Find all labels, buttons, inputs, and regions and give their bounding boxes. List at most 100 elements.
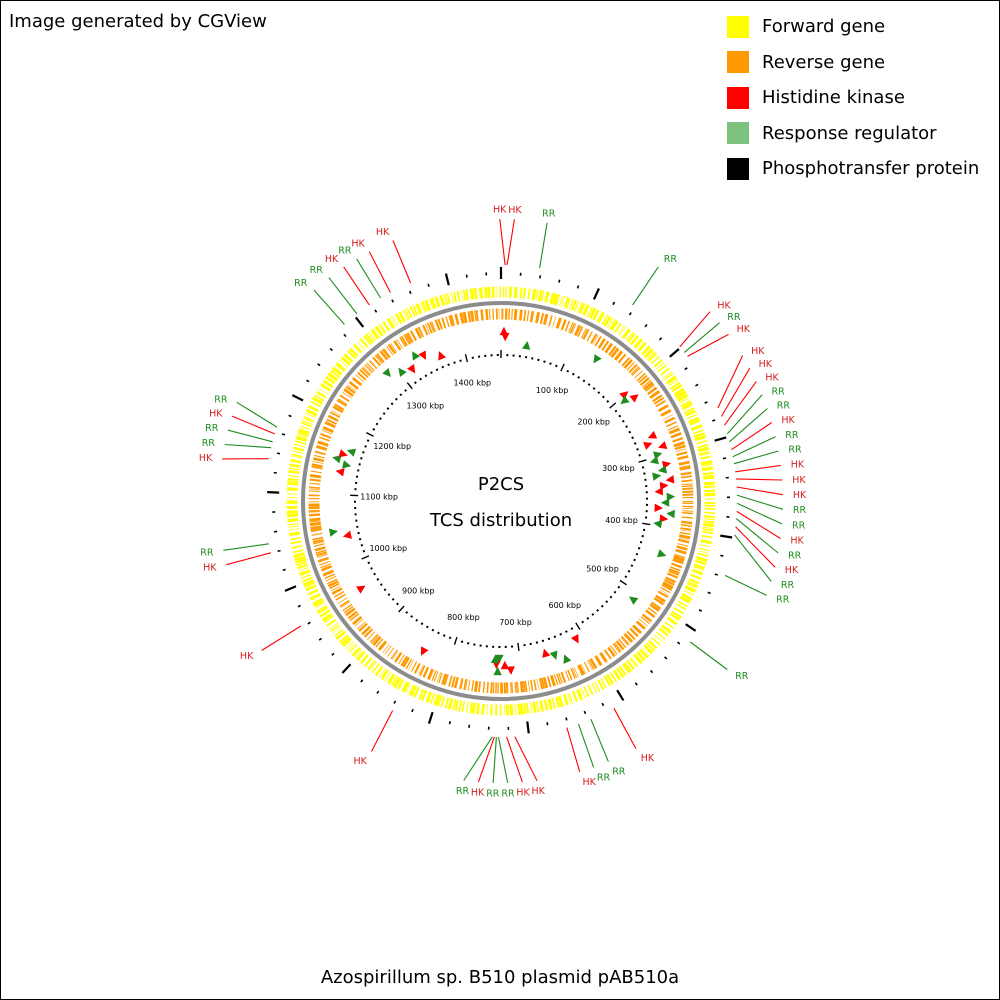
plasmid-name: Azospirillum sp. B510 plasmid pAB510a (320, 967, 680, 988)
reverse-gene-block (653, 597, 665, 606)
reverse-gene-block (343, 388, 354, 397)
reverse-gene-block (635, 620, 646, 630)
label-leader-line (689, 641, 728, 670)
reverse-gene-block (394, 651, 403, 663)
reverse-gene-block (320, 432, 332, 439)
forward-gene-block (359, 654, 369, 665)
response-regulator-marker (328, 528, 338, 537)
response-regulator-marker (493, 666, 502, 676)
forward-gene-block (297, 432, 309, 438)
label-leader-line (736, 502, 783, 525)
forward-gene-block (375, 665, 384, 677)
forward-gene-block (603, 315, 612, 327)
forward-gene-block (331, 366, 343, 376)
forward-gene-block (618, 665, 627, 677)
label-leader-line (731, 422, 773, 451)
scale-tick (360, 543, 364, 547)
forward-gene-block (316, 390, 327, 398)
forward-gene-block (330, 624, 340, 632)
scale-tick (614, 409, 618, 413)
reverse-gene-block (413, 662, 421, 674)
outer-tick (634, 682, 638, 686)
forward-gene-block (421, 301, 428, 312)
reverse-gene-block (345, 607, 356, 617)
forward-gene-block (648, 639, 658, 650)
reverse-gene-block (662, 581, 674, 590)
reverse-gene-block (601, 340, 610, 351)
scale-tick (406, 382, 413, 390)
forward-gene-block (338, 634, 349, 643)
label-leader-line (368, 251, 391, 293)
scale-tick (441, 365, 445, 369)
forward-gene-block (675, 390, 687, 399)
forward-gene-block (345, 641, 355, 650)
response-regulator-marker (346, 448, 357, 457)
forward-gene-block (420, 689, 428, 701)
reverse-gene-block (666, 421, 677, 428)
scale-tick-label: 600 kbp (548, 601, 581, 610)
label-leader-line (371, 710, 394, 752)
reverse-gene-block (610, 645, 618, 655)
reverse-gene-block (348, 381, 360, 390)
reverse-gene-block (570, 668, 576, 679)
scale-tick (387, 593, 391, 597)
forward-gene-block (650, 355, 660, 365)
response-regulator-label: RR (486, 788, 500, 799)
scale-tick (425, 625, 429, 629)
forward-gene-block (322, 379, 334, 389)
histidine-kinase-marker (643, 442, 653, 450)
reverse-gene-block (577, 664, 586, 676)
scale-tick (420, 622, 424, 626)
forward-gene-block (690, 573, 702, 580)
forward-gene-block (687, 581, 699, 587)
histidine-kinase-label: HK (751, 346, 765, 357)
forward-gene-block (695, 559, 707, 566)
forward-gene-block (636, 651, 646, 662)
scale-tick (628, 430, 632, 434)
reverse-gene-block (674, 444, 686, 451)
forward-gene-block (666, 616, 678, 626)
reverse-gene-block (334, 403, 345, 411)
forward-gene-block (307, 589, 319, 596)
forward-gene-block (597, 679, 605, 690)
forward-gene-block (701, 466, 714, 472)
reverse-gene-block (362, 366, 372, 375)
reverse-gene-block (670, 432, 682, 439)
histidine-kinase-label: HK (376, 227, 390, 238)
reverse-gene-block (322, 426, 334, 433)
outer-tick (565, 717, 568, 721)
histidine-kinase-marker (438, 351, 447, 361)
forward-gene-block (356, 341, 365, 351)
forward-gene-block (592, 309, 600, 321)
reverse-gene-block (634, 370, 643, 379)
scale-tick (362, 451, 365, 454)
reverse-gene-block (459, 312, 465, 324)
reverse-gene-block (676, 545, 688, 551)
forward-gene-block (447, 698, 454, 710)
histidine-kinase-marker (501, 332, 510, 342)
outer-tick (408, 290, 412, 295)
reverse-gene-block (617, 353, 627, 364)
response-regulator-marker (521, 340, 531, 350)
label-leader-line (499, 218, 506, 266)
reverse-gene-block (678, 460, 690, 466)
forward-gene-block (598, 312, 606, 324)
forward-gene-block (343, 638, 353, 648)
reverse-gene-block (657, 590, 669, 599)
outer-tick (546, 722, 549, 726)
forward-gene-block (418, 688, 425, 700)
scale-tick (613, 590, 617, 594)
forward-gene-block (605, 674, 614, 685)
label-leader-line (736, 486, 783, 496)
reverse-gene-block (669, 566, 681, 572)
outer-tick (644, 324, 648, 328)
forward-gene-block (412, 305, 419, 316)
histidine-kinase-label: HK (471, 788, 485, 799)
reverse-gene-block (639, 377, 650, 386)
forward-gene-block (294, 555, 306, 562)
forward-gene-block (404, 308, 411, 320)
outer-tick (583, 710, 587, 715)
scale-tick (366, 439, 370, 442)
forward-gene-block (327, 372, 339, 382)
